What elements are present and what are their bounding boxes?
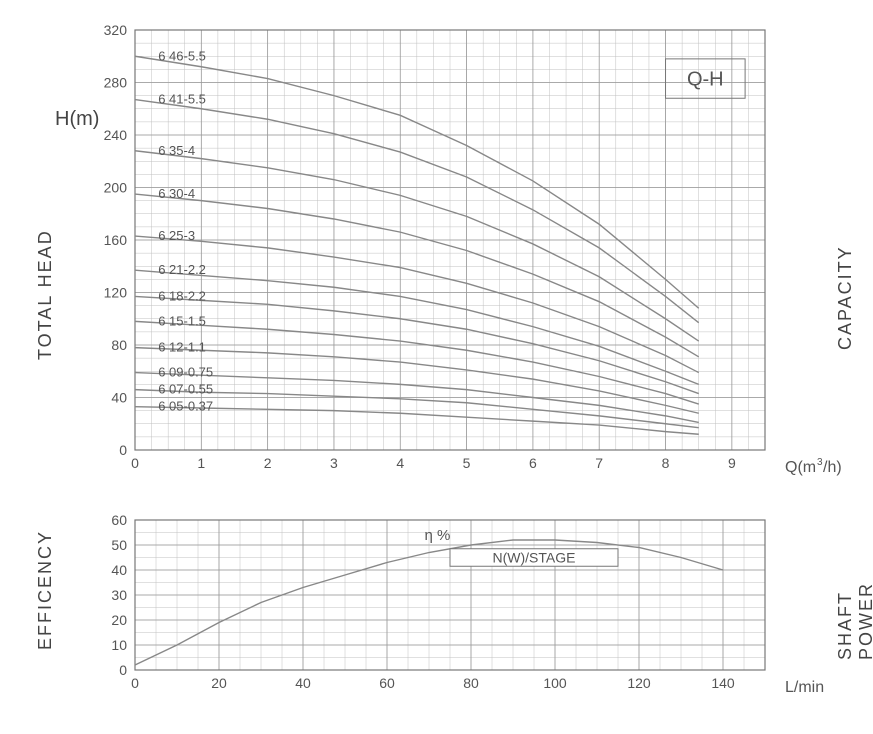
svg-text:20: 20 xyxy=(211,675,227,691)
svg-text:120: 120 xyxy=(104,285,128,301)
svg-text:L/min: L/min xyxy=(785,679,824,696)
svg-text:6 09-0.75: 6 09-0.75 xyxy=(158,365,213,380)
svg-text:6 15-1.5: 6 15-1.5 xyxy=(158,313,206,328)
svg-text:6 18-2.2: 6 18-2.2 xyxy=(158,288,206,303)
svg-text:6 12-1.1: 6 12-1.1 xyxy=(158,340,206,355)
chart-stage: H(m) TOTAL HEAD CAPACITY EFFICENCY SHAFT… xyxy=(0,0,873,729)
svg-text:10: 10 xyxy=(111,637,127,653)
svg-text:40: 40 xyxy=(111,562,127,578)
svg-text:8: 8 xyxy=(662,455,670,471)
svg-text:20: 20 xyxy=(111,612,127,628)
svg-text:η %: η % xyxy=(424,527,450,544)
svg-text:7: 7 xyxy=(595,455,603,471)
side-label-shaft-power: SHAFT POWER xyxy=(835,582,873,660)
chart-svg: 0123456789040801201602002402803206 46-5.… xyxy=(0,0,873,729)
svg-text:6 35-4: 6 35-4 xyxy=(158,143,195,158)
svg-text:9: 9 xyxy=(728,455,736,471)
svg-text:6 30-4: 6 30-4 xyxy=(158,186,195,201)
svg-text:6 46-5.5: 6 46-5.5 xyxy=(158,48,206,63)
svg-text:100: 100 xyxy=(543,675,567,691)
svg-text:80: 80 xyxy=(463,675,479,691)
svg-text:/h): /h) xyxy=(823,459,842,476)
svg-text:5: 5 xyxy=(463,455,471,471)
svg-text:60: 60 xyxy=(379,675,395,691)
svg-text:240: 240 xyxy=(104,127,128,143)
svg-text:2: 2 xyxy=(264,455,272,471)
svg-text:6: 6 xyxy=(529,455,537,471)
svg-text:50: 50 xyxy=(111,537,127,553)
svg-text:60: 60 xyxy=(111,512,127,528)
svg-text:0: 0 xyxy=(131,675,139,691)
side-label-capacity: CAPACITY xyxy=(835,245,856,350)
svg-text:140: 140 xyxy=(711,675,735,691)
svg-text:3: 3 xyxy=(330,455,338,471)
svg-text:40: 40 xyxy=(295,675,311,691)
svg-text:0: 0 xyxy=(131,455,139,471)
svg-text:120: 120 xyxy=(627,675,651,691)
svg-text:1: 1 xyxy=(197,455,205,471)
svg-text:4: 4 xyxy=(396,455,404,471)
svg-text:Q(m: Q(m xyxy=(785,459,816,476)
svg-text:6 05-0.37: 6 05-0.37 xyxy=(158,399,213,414)
svg-text:6 21-2.2: 6 21-2.2 xyxy=(158,262,206,277)
svg-text:0: 0 xyxy=(119,662,127,678)
svg-text:280: 280 xyxy=(104,75,128,91)
svg-text:Q-H: Q-H xyxy=(687,69,724,91)
y-axis-label-top: H(m) xyxy=(55,108,99,131)
svg-text:6 25-3: 6 25-3 xyxy=(158,228,195,243)
svg-text:200: 200 xyxy=(104,180,128,196)
svg-text:80: 80 xyxy=(111,337,127,353)
svg-text:160: 160 xyxy=(104,232,128,248)
svg-text:N(W)/STAGE: N(W)/STAGE xyxy=(493,550,576,566)
svg-text:320: 320 xyxy=(104,22,128,38)
svg-text:0: 0 xyxy=(119,442,127,458)
svg-text:40: 40 xyxy=(111,390,127,406)
svg-text:6 41-5.5: 6 41-5.5 xyxy=(158,92,206,107)
side-label-efficiency: EFFICENCY xyxy=(35,530,56,650)
svg-text:6 07-0.55: 6 07-0.55 xyxy=(158,382,213,397)
side-label-total-head: TOTAL HEAD xyxy=(35,229,56,360)
svg-text:30: 30 xyxy=(111,587,127,603)
